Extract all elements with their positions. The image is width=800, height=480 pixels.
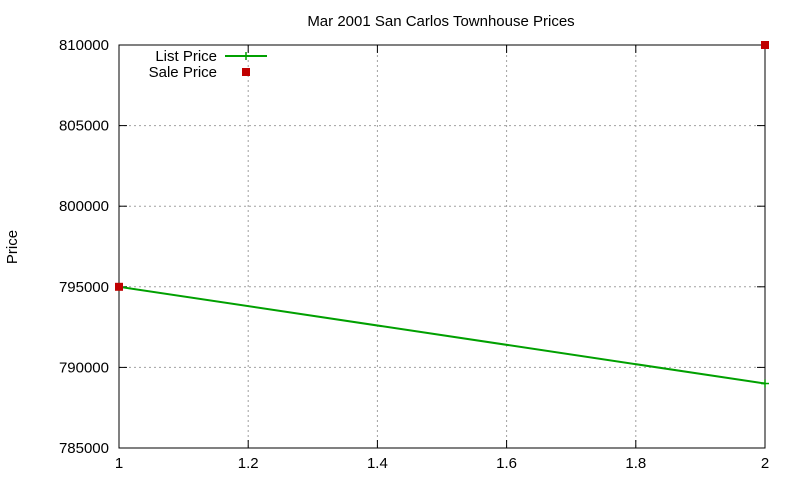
x-tick-label: 2 xyxy=(761,455,769,472)
grid-lines xyxy=(119,45,765,448)
sale-price-point xyxy=(115,282,123,291)
y-tick-label: 795000 xyxy=(59,279,109,296)
legend-label: Sale Price xyxy=(149,64,217,81)
x-tick-label: 1.4 xyxy=(367,455,388,472)
chart-title: Mar 2001 San Carlos Townhouse Prices xyxy=(307,13,574,30)
y-tick-label: 785000 xyxy=(59,440,109,457)
series-layer xyxy=(115,41,769,388)
y-axis-label: Price xyxy=(4,230,21,264)
plot-border xyxy=(118,44,766,449)
legend-label: List Price xyxy=(155,48,217,65)
y-axis: 785000 790000 795000 800000 805000 810000 xyxy=(59,37,765,457)
sale-price-point xyxy=(761,41,769,49)
x-tick-label: 1 xyxy=(115,455,123,472)
list-price-point xyxy=(761,379,769,388)
x-tick-label: 1.6 xyxy=(496,455,517,472)
x-tick-label: 1.8 xyxy=(625,455,646,472)
legend-swatch-marker xyxy=(242,68,250,76)
x-tick-label: 1.2 xyxy=(238,455,259,472)
series-line-list-price xyxy=(118,285,766,385)
y-tick-label: 810000 xyxy=(59,37,109,54)
y-tick-label: 800000 xyxy=(59,198,109,215)
y-tick-label: 790000 xyxy=(59,359,109,376)
x-axis: 1 1.2 1.4 1.6 1.8 2 xyxy=(115,45,769,472)
y-tick-label: 805000 xyxy=(59,118,109,135)
